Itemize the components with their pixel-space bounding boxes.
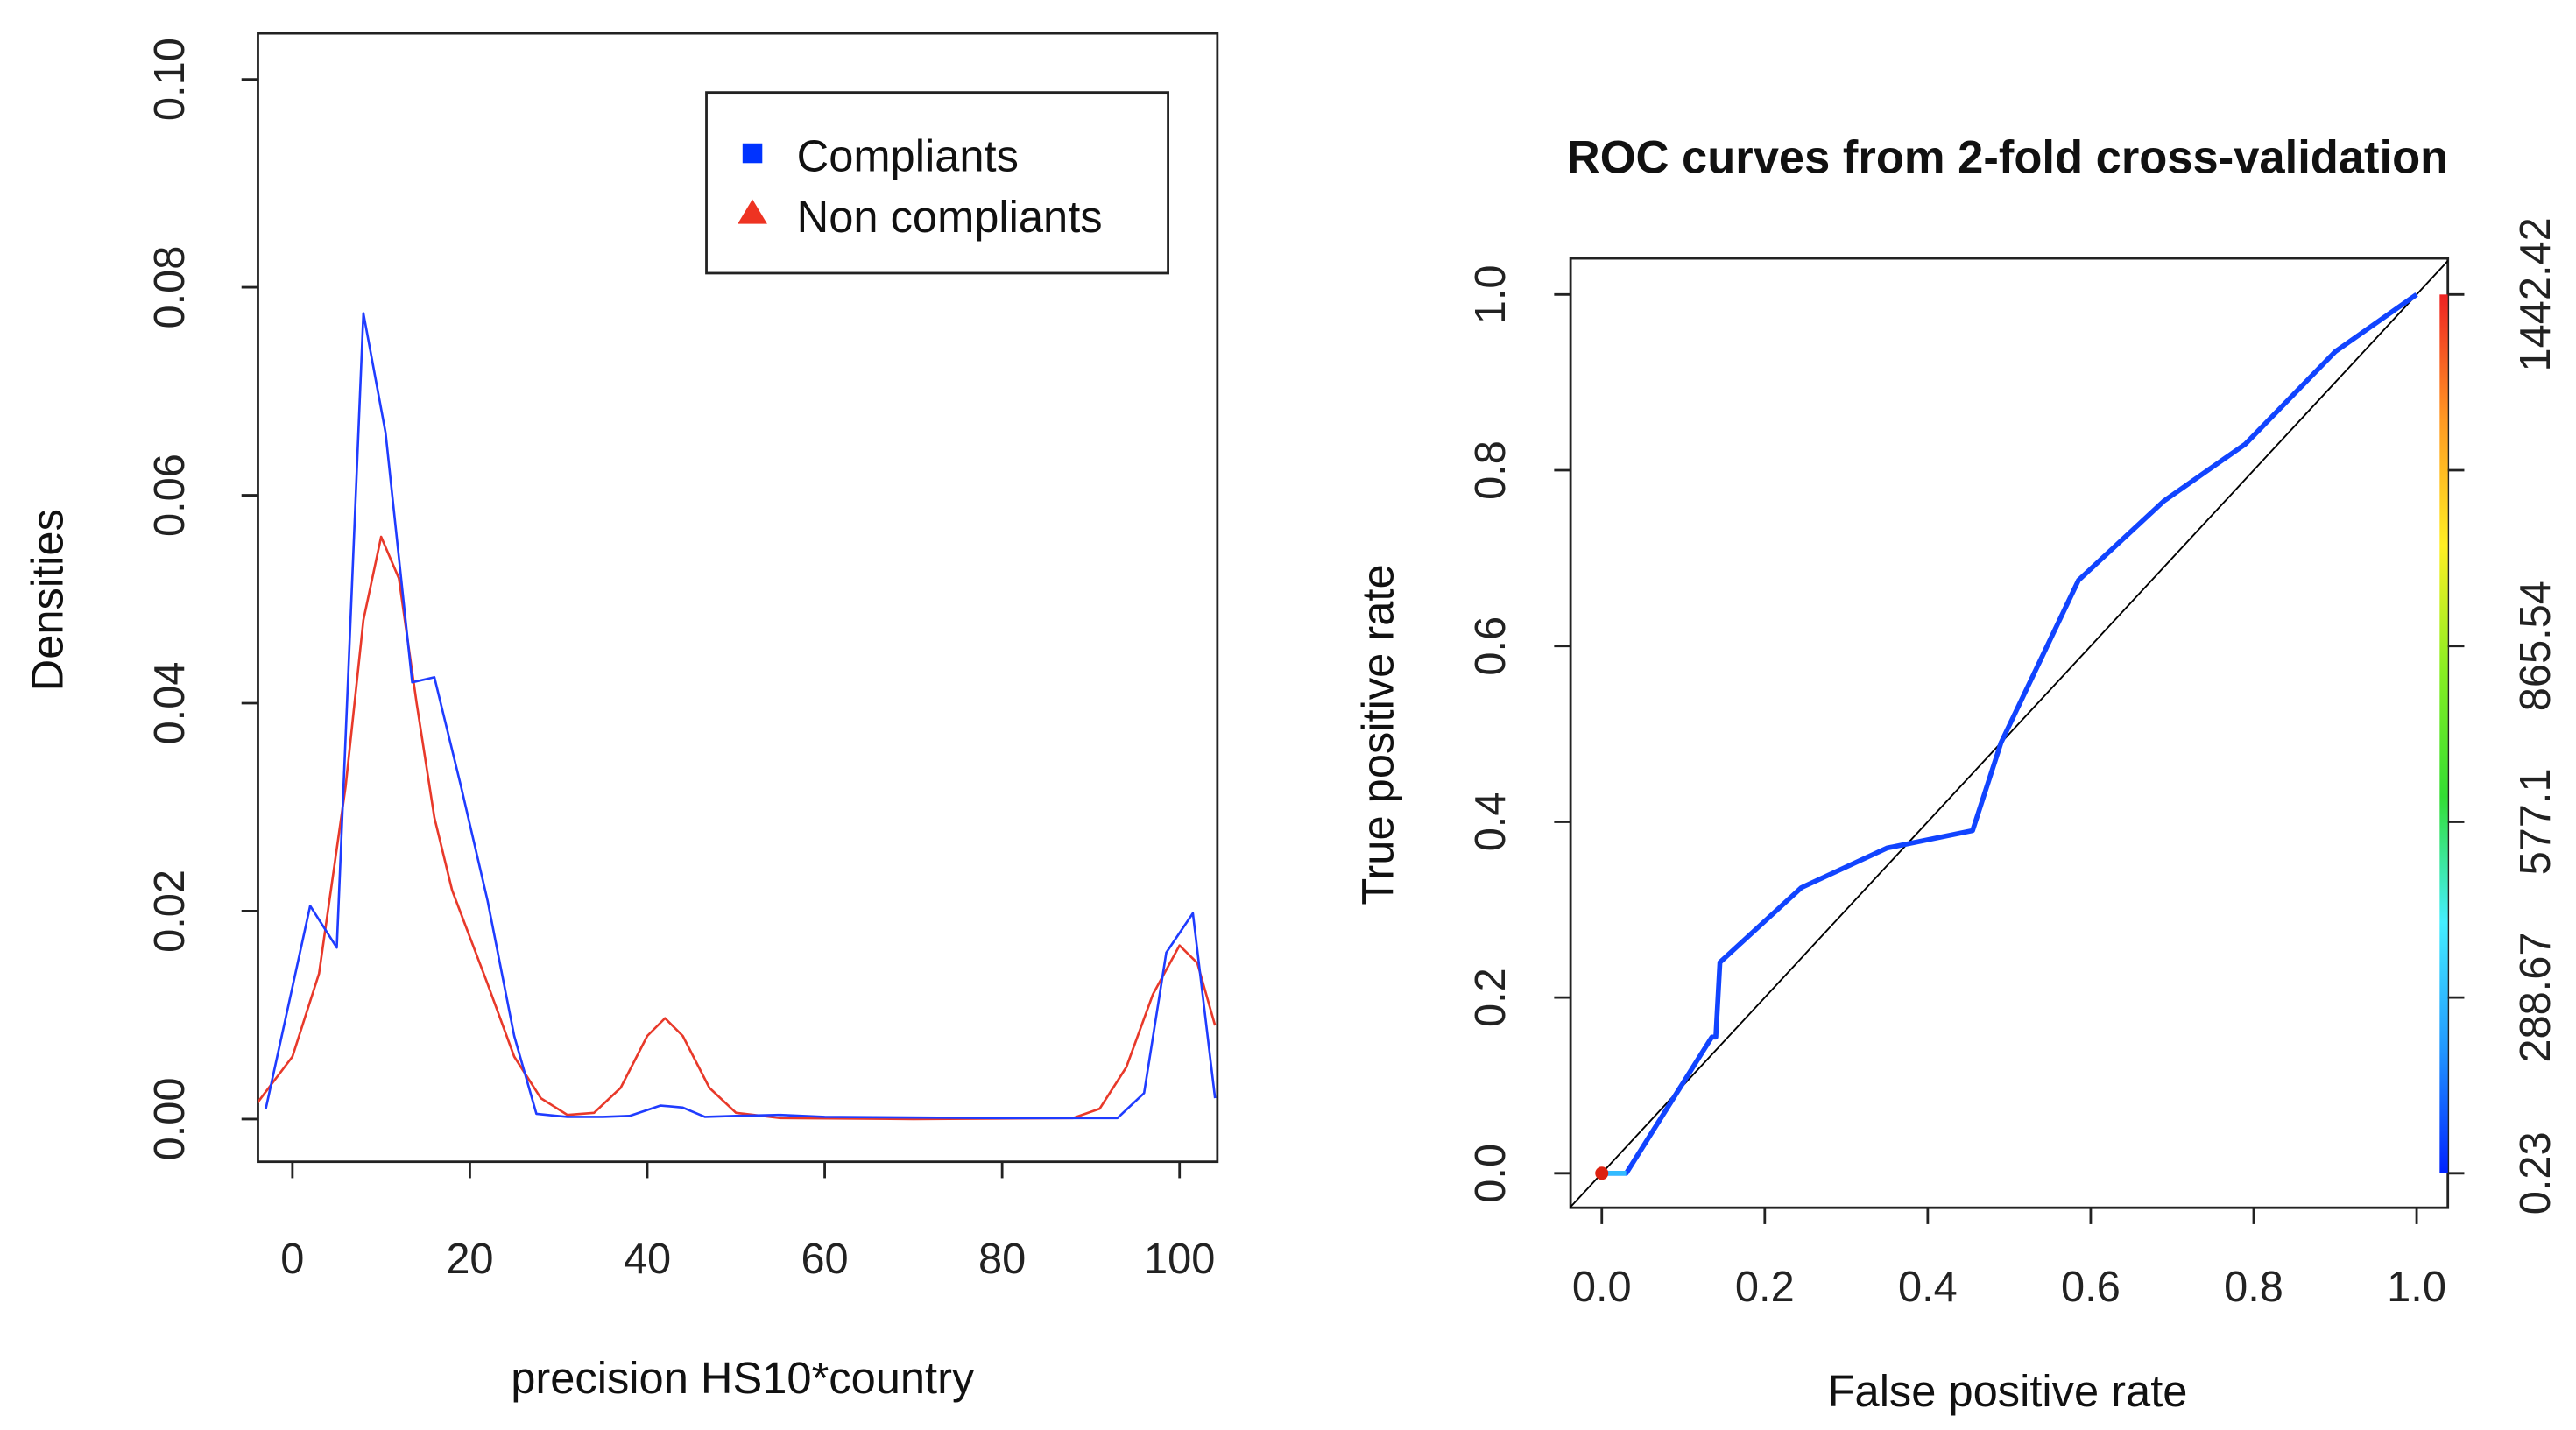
y-tick-label: 0.04 [146,662,194,745]
y-tick-label: 0.8 [1467,440,1514,500]
colorbar-tick-label: 577.1 [2512,768,2559,875]
x-tick-label: 1.0 [2387,1264,2446,1311]
series-line-non-compliants [258,535,1217,1121]
diagonal-reference-line [1570,259,2448,1208]
x-tick-label: 100 [1144,1236,1215,1283]
colorbar [2439,294,2448,1173]
density-plot: 0 20 40 60 80 100 0.00 0.02 0.04 0.06 0.08 0.10 pre… [22,32,1219,1403]
x-tick-label: 0.6 [2061,1264,2121,1311]
y-tick-label: 1.0 [1467,264,1514,324]
x-tick-label: 0.4 [1898,1264,1958,1311]
x-tick-label: 80 [978,1236,1026,1283]
colorbar-tick-label: 865.54 [2512,581,2559,711]
x-tick-label: 40 [624,1236,671,1283]
y-axis-label: True positive rate [1353,564,1403,905]
roc-plot: ROC curves from 2-fold cross-validation … [1353,132,2559,1417]
y-tick-label: 0.0 [1467,1144,1514,1203]
colorbar-tick-label: 288.67 [2512,933,2559,1063]
x-tick-label: 20 [446,1236,493,1283]
y-tick-label: 0.10 [146,38,194,121]
roc-curve [1601,292,2418,1176]
y-tick-label: 0.6 [1467,616,1514,676]
y-tick-label: 0.2 [1467,968,1514,1027]
y-tick-label: 0.02 [146,870,194,953]
roc-start-point [1595,1166,1609,1180]
y-tick-label: 0.4 [1467,792,1514,852]
y-tick-label: 0.08 [146,246,194,329]
y-tick-label: 0.06 [146,454,194,537]
colorbar-tick-label: 0.23 [2512,1131,2559,1215]
legend-label-non-compliants: Non compliants [797,192,1103,242]
legend-label-compliants: Compliants [797,131,1019,181]
colorbar-tick-label: 1442.42 [2512,217,2559,371]
series-line-compliants [265,312,1217,1120]
x-tick-label: 0.2 [1735,1264,1795,1311]
x-tick-label: 60 [801,1236,848,1283]
x-tick-label: 0 [280,1236,304,1283]
legend-square-marker [742,143,763,164]
x-tick-label: 0.0 [1572,1264,1632,1311]
y-axis-label: Densities [22,509,72,691]
legend-triangle-marker [738,199,767,224]
plot-frame [257,32,1219,1164]
x-axis-label: precision HS10*country [511,1353,975,1403]
legend-box [705,91,1169,275]
legend: Compliants Non compliants [705,91,1169,275]
x-tick-label: 0.8 [2224,1264,2283,1311]
x-axis-label: False positive rate [1828,1366,2188,1416]
y-tick-label: 0.00 [146,1077,194,1160]
chart-title: ROC curves from 2-fold cross-validation [1567,132,2448,184]
